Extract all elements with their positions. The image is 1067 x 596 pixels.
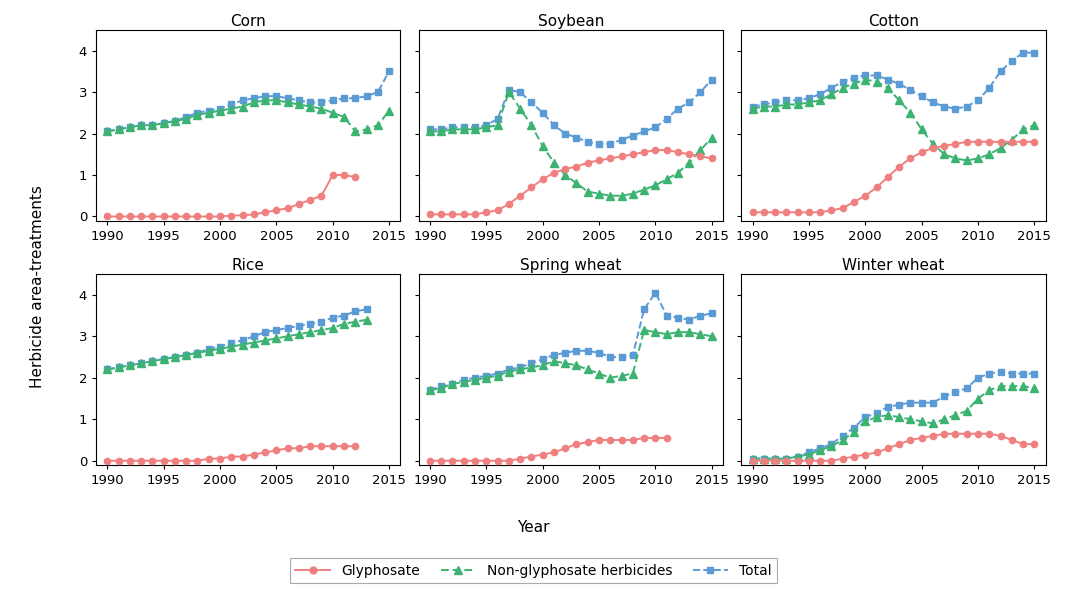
Title: Corn: Corn xyxy=(230,14,266,29)
Text: Herbicide area-treatments: Herbicide area-treatments xyxy=(30,185,45,387)
Legend: Glyphosate, Non-glyphosate herbicides, Total: Glyphosate, Non-glyphosate herbicides, T… xyxy=(290,558,777,583)
Text: Year: Year xyxy=(517,520,550,535)
Title: Cotton: Cotton xyxy=(867,14,919,29)
Title: Soybean: Soybean xyxy=(538,14,604,29)
Title: Winter wheat: Winter wheat xyxy=(842,258,944,273)
Title: Rice: Rice xyxy=(232,258,265,273)
Title: Spring wheat: Spring wheat xyxy=(520,258,622,273)
